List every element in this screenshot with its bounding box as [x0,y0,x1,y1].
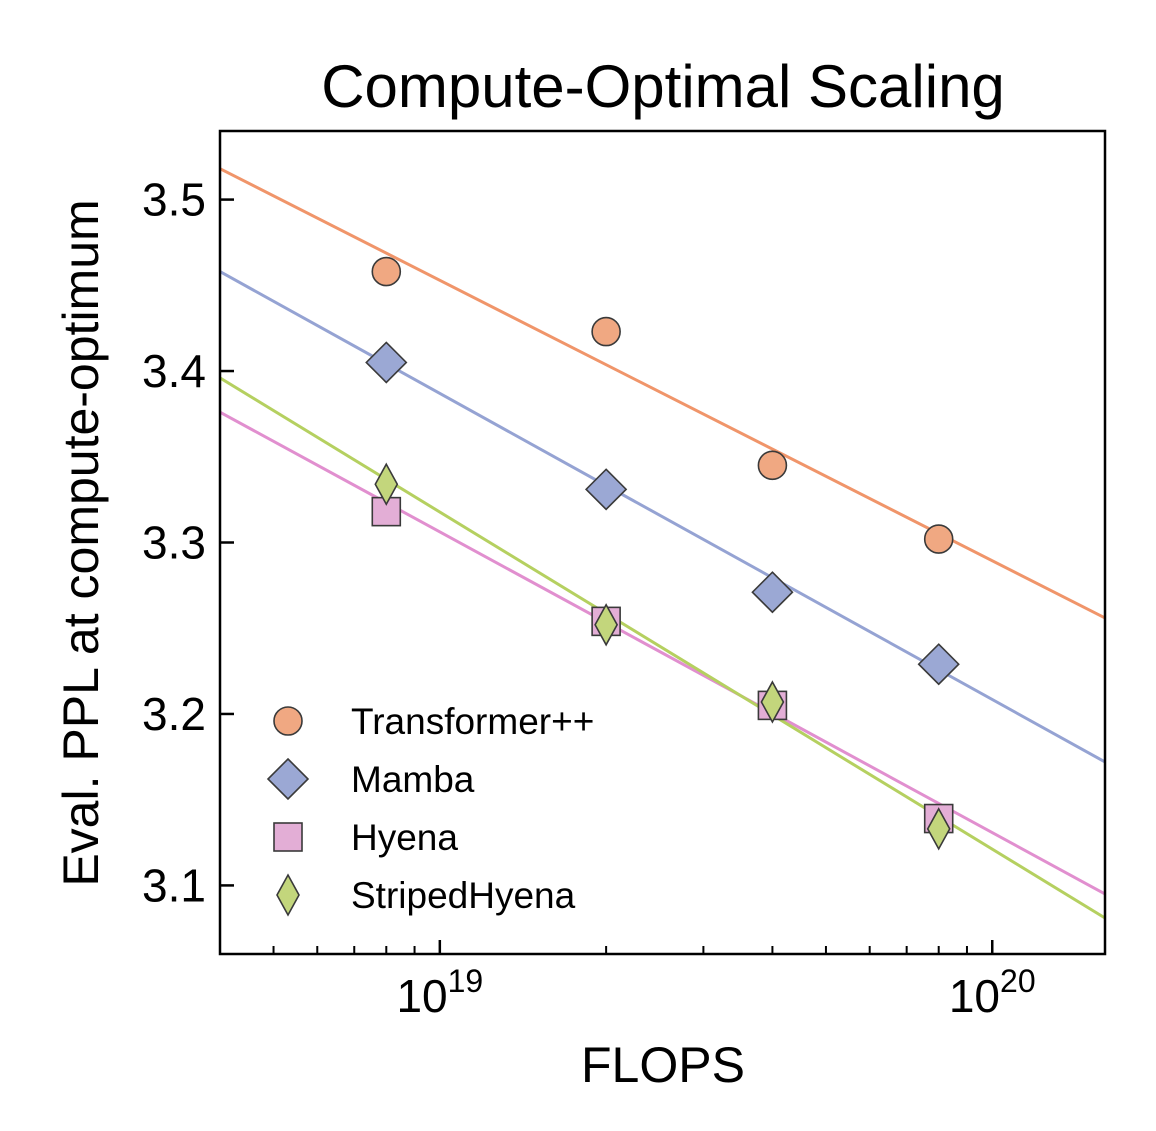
data-point-mamba [751,571,794,614]
legend-marker-stripedhyena [276,873,300,917]
data-point-mamba [584,468,628,511]
data-point-stripedhyena [926,807,951,851]
data-point-stripedhyena [594,603,619,647]
data-markers [365,256,960,851]
y-axis-ticks: 3.1 3.2 3.3 3.4 3.5 [142,174,234,911]
data-point-stripedhyena [374,462,399,506]
data-point-mamba [365,341,408,384]
x-axis-label: FLOPS [581,1037,745,1093]
y-tick-label: 3.4 [142,345,206,397]
x-tick-label: 1019 [396,963,483,1022]
legend-label: StripedHyena [351,875,576,916]
data-point-transformer- [923,524,954,554]
y-tick-label: 3.5 [142,174,206,226]
fit-line-stripedhyena [219,376,1106,920]
legend-label: Transformer++ [351,701,594,742]
fit-line-hyena [219,410,1106,896]
data-point-mamba [917,643,960,686]
legend-marker-mamba [266,757,310,801]
legend-label: Mamba [351,759,475,800]
data-point-transformer- [757,450,788,481]
legend-item-mamba: Mamba [266,757,475,801]
legend-marker-transformer- [273,706,303,736]
chart-title: Compute-Optimal Scaling [321,53,1005,120]
fit-line-transformer- [219,167,1106,620]
x-axis-ticks: 1019 1020 [219,940,1036,1022]
data-point-transformer- [371,256,402,287]
legend-item-stripedhyena: StripedHyena [276,873,576,917]
y-tick-label: 3.2 [142,688,206,740]
data-point-transformer- [591,316,621,347]
fit-line-mamba [219,270,1106,764]
legend-item-hyena: Hyena [273,817,458,858]
legend-item-transformer-: Transformer++ [273,701,594,742]
data-point-stripedhyena [760,680,785,724]
data-point-hyena [371,496,402,527]
y-tick-label: 3.1 [142,859,206,911]
legend: Transformer++ Mamba Hyena StripedHyena [266,701,594,917]
y-axis-label: Eval. PPL at compute-optimum [53,199,109,886]
fit-lines [219,167,1106,920]
legend-marker-hyena [273,822,303,852]
y-tick-label: 3.3 [142,517,206,569]
legend-label: Hyena [351,817,458,858]
x-tick-label: 1020 [949,963,1036,1022]
